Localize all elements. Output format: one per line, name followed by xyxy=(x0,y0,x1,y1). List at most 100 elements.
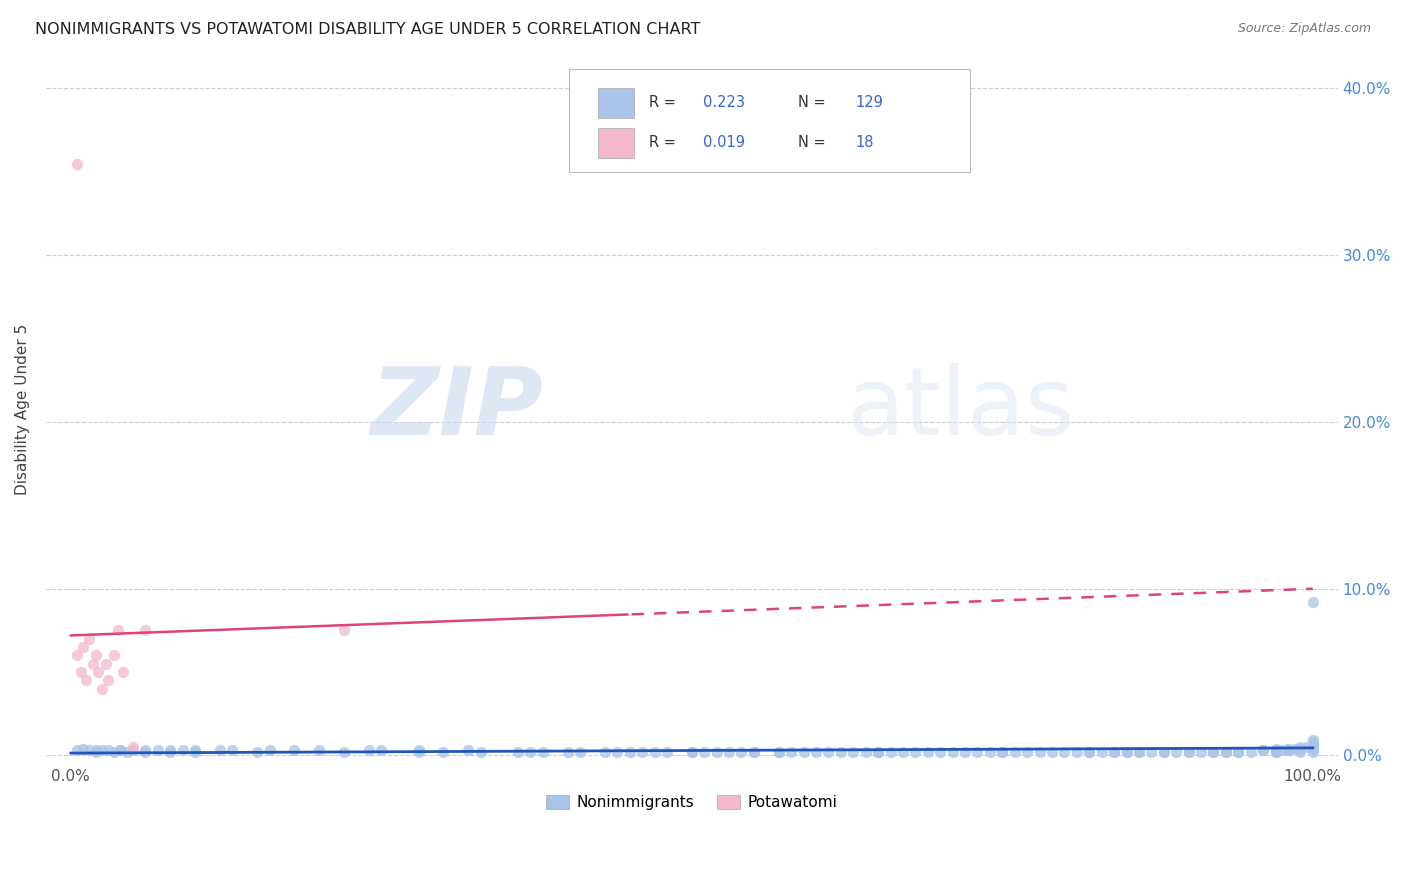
Point xyxy=(1227,745,1250,759)
Point xyxy=(103,745,125,759)
Point xyxy=(644,745,666,759)
Point xyxy=(1177,745,1199,759)
Point xyxy=(408,743,430,757)
Point xyxy=(855,745,877,759)
Point xyxy=(1289,741,1312,756)
Point xyxy=(942,745,965,759)
Point xyxy=(991,745,1014,759)
Point xyxy=(75,673,97,688)
Point xyxy=(1240,745,1263,759)
Point xyxy=(246,745,269,759)
Point xyxy=(107,624,129,638)
Point xyxy=(134,745,156,759)
Point xyxy=(221,743,243,757)
Legend: Nonimmigrants, Potawatomi: Nonimmigrants, Potawatomi xyxy=(540,789,844,816)
Point xyxy=(1302,735,1324,749)
Text: NONIMMIGRANTS VS POTAWATOMI DISABILITY AGE UNDER 5 CORRELATION CHART: NONIMMIGRANTS VS POTAWATOMI DISABILITY A… xyxy=(35,22,700,37)
Text: 0.019: 0.019 xyxy=(703,136,745,151)
Point xyxy=(1289,745,1312,759)
Point xyxy=(1277,741,1299,756)
Point xyxy=(730,745,752,759)
Point xyxy=(134,624,156,638)
Point xyxy=(1017,745,1039,759)
Point xyxy=(1302,739,1324,753)
Point xyxy=(1251,743,1274,757)
Point xyxy=(569,745,592,759)
Point xyxy=(1215,745,1237,759)
Point xyxy=(146,743,169,757)
Point xyxy=(1302,739,1324,753)
Bar xyxy=(598,88,634,118)
Point xyxy=(979,745,1001,759)
Point xyxy=(1202,745,1225,759)
Point xyxy=(1189,745,1212,759)
Point xyxy=(308,743,330,757)
Point xyxy=(159,743,181,757)
Point xyxy=(1102,745,1125,759)
Point xyxy=(110,743,132,757)
Point xyxy=(1282,741,1305,756)
Point xyxy=(87,665,110,679)
Y-axis label: Disability Age Under 5: Disability Age Under 5 xyxy=(15,324,30,495)
Point xyxy=(283,743,305,757)
Point xyxy=(1040,745,1063,759)
Point xyxy=(1140,745,1163,759)
Point xyxy=(122,743,145,757)
Point xyxy=(593,745,616,759)
Point xyxy=(110,743,132,757)
Point xyxy=(1115,745,1137,759)
Point xyxy=(1271,743,1294,757)
Point xyxy=(917,745,939,759)
Point xyxy=(531,745,554,759)
Point xyxy=(90,743,112,757)
FancyBboxPatch shape xyxy=(569,70,970,172)
Point xyxy=(66,648,89,663)
Text: Source: ZipAtlas.com: Source: ZipAtlas.com xyxy=(1237,22,1371,36)
Point xyxy=(904,745,927,759)
Point xyxy=(470,745,492,759)
Text: R =: R = xyxy=(650,136,681,151)
Point xyxy=(1264,745,1286,759)
Point xyxy=(184,745,207,759)
Point xyxy=(333,624,356,638)
Text: atlas: atlas xyxy=(846,363,1076,456)
Point xyxy=(172,743,194,757)
Point xyxy=(97,673,120,688)
Text: 0.223: 0.223 xyxy=(703,95,745,111)
Point xyxy=(134,743,156,757)
Point xyxy=(370,743,392,757)
Point xyxy=(115,745,138,759)
Point xyxy=(184,743,207,757)
Point xyxy=(506,745,529,759)
Point xyxy=(768,745,790,759)
Point xyxy=(742,745,765,759)
Point xyxy=(457,743,479,757)
Point xyxy=(718,745,741,759)
Point xyxy=(830,745,852,759)
Point xyxy=(868,745,890,759)
Point xyxy=(706,745,728,759)
Point xyxy=(879,745,901,759)
Point xyxy=(1302,595,1324,609)
Point xyxy=(1302,745,1324,759)
Point xyxy=(69,665,91,679)
Point xyxy=(842,745,865,759)
Point xyxy=(84,648,107,663)
Point xyxy=(111,665,134,679)
Point xyxy=(557,745,579,759)
Point xyxy=(953,745,976,759)
Point xyxy=(891,745,914,759)
Point xyxy=(1091,745,1114,759)
Point xyxy=(72,640,94,654)
Point xyxy=(1289,741,1312,756)
Point xyxy=(1289,740,1312,755)
Point xyxy=(1264,745,1286,759)
Text: ZIP: ZIP xyxy=(370,363,543,456)
Text: 129: 129 xyxy=(856,95,884,111)
Point xyxy=(631,745,654,759)
Point xyxy=(655,745,678,759)
Point xyxy=(1227,745,1250,759)
Point xyxy=(606,745,628,759)
Point xyxy=(94,657,117,671)
Point xyxy=(1302,741,1324,756)
